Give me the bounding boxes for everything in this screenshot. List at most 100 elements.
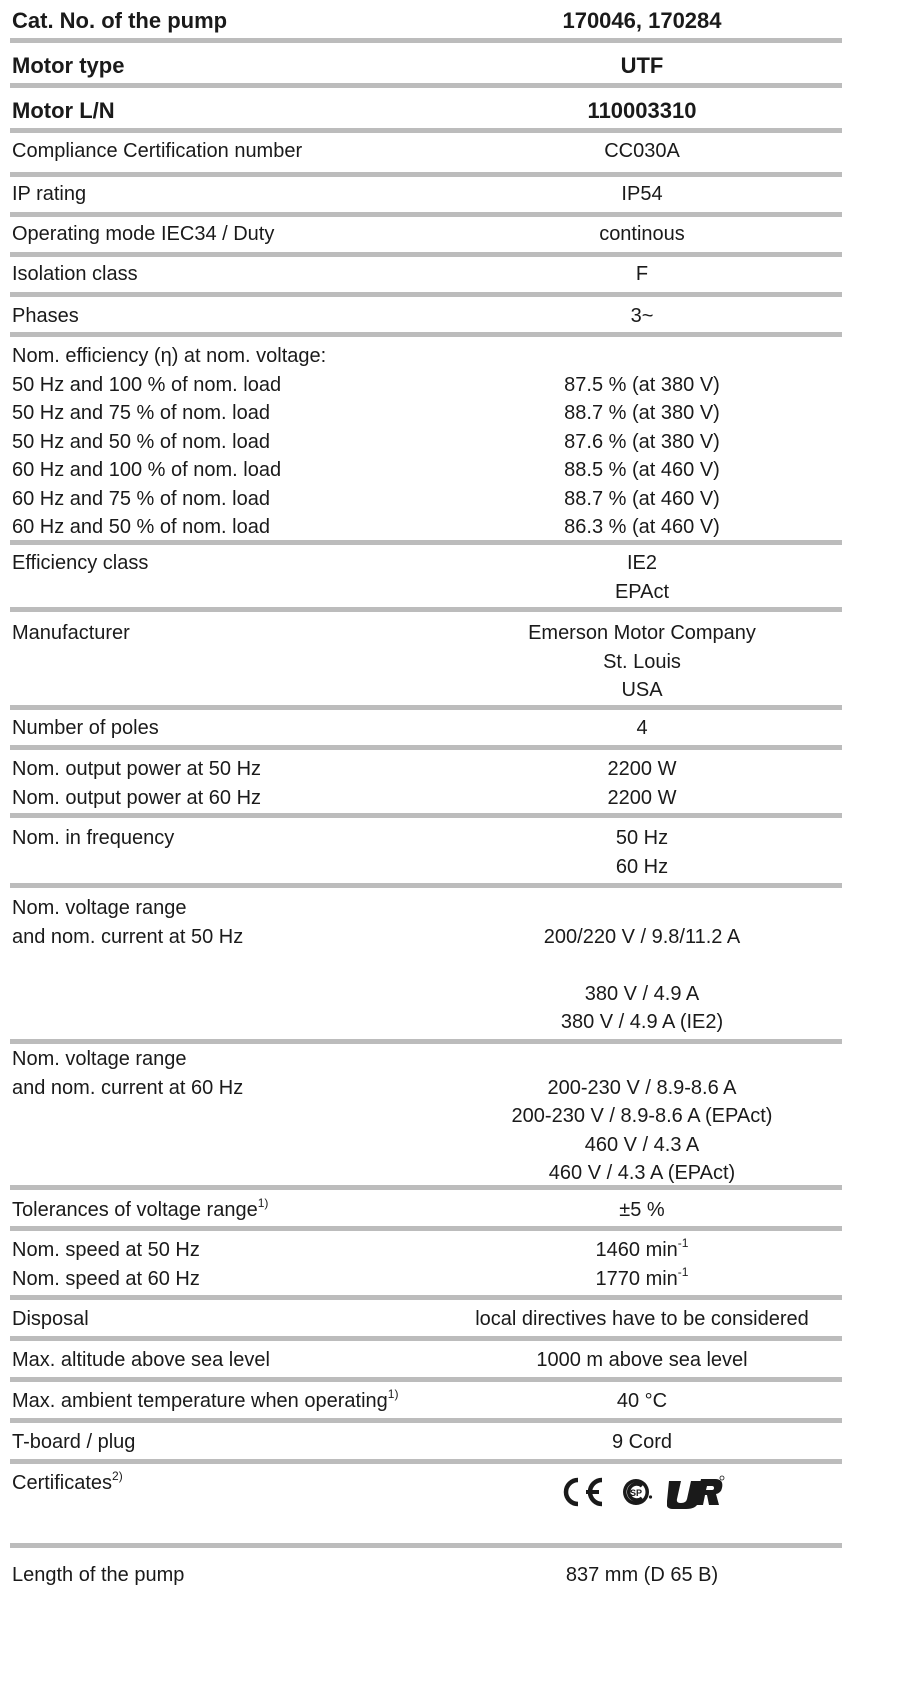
spec-label: Manufacturer bbox=[12, 619, 130, 648]
value-text: 3~ bbox=[630, 305, 654, 327]
spec-value-line: 50 Hz bbox=[442, 824, 842, 853]
spec-label: Efficiency class bbox=[12, 549, 148, 578]
value-text: 9 Cord bbox=[611, 1431, 673, 1453]
spec-label-line: Phases bbox=[12, 302, 79, 331]
spec-label-line: Tolerances of voltage range1) bbox=[12, 1196, 268, 1225]
row-divider bbox=[10, 172, 842, 177]
label-text: Efficiency class bbox=[12, 552, 149, 574]
spec-value-line: 110003310 bbox=[442, 96, 842, 126]
value-text: 50 Hz bbox=[615, 827, 669, 849]
label-text: Operating mode IEC34 / Duty bbox=[12, 223, 275, 245]
spec-label-line: Efficiency class bbox=[12, 549, 148, 578]
label-text: Number of poles bbox=[12, 717, 159, 739]
value-text: 460 V / 4.3 A (EPAct) bbox=[548, 1162, 736, 1184]
spec-label-line: IP rating bbox=[12, 180, 86, 209]
row-divider bbox=[10, 292, 842, 297]
spec-label-line: 50 Hz and 50 % of nom. load bbox=[12, 428, 326, 457]
spec-value-line bbox=[442, 1045, 842, 1074]
spec-label: Motor type bbox=[12, 51, 124, 81]
value-text: 1770 min bbox=[595, 1267, 678, 1290]
spec-value-line: 460 V / 4.3 A (EPAct) bbox=[442, 1159, 842, 1188]
spec-label: Max. altitude above sea level bbox=[12, 1346, 270, 1375]
spec-value-line: 2200 W bbox=[442, 755, 842, 784]
spec-label-line: Max. altitude above sea level bbox=[12, 1346, 270, 1375]
row-divider bbox=[10, 212, 842, 217]
label-text: Tolerances of voltage range bbox=[12, 1199, 258, 1221]
spec-value-line: 380 V / 4.9 A (IE2) bbox=[442, 1008, 842, 1037]
spec-label-line: Compliance Certification number bbox=[12, 137, 302, 166]
row-divider bbox=[10, 607, 842, 612]
spec-value-line: 200-230 V / 8.9-8.6 A (EPAct) bbox=[442, 1102, 842, 1131]
spec-value-line: 170046, 170284 bbox=[442, 6, 842, 36]
spec-label: Operating mode IEC34 / Duty bbox=[12, 220, 274, 249]
spec-label: Phases bbox=[12, 302, 79, 331]
label-text: T-board / plug bbox=[12, 1431, 136, 1453]
label-text: 60 Hz and 100 % of nom. load bbox=[12, 459, 282, 481]
row-divider bbox=[10, 1459, 842, 1464]
spec-value-line bbox=[442, 342, 842, 371]
label-text: Compliance Certification number bbox=[12, 140, 303, 162]
spec-label: Compliance Certification number bbox=[12, 137, 302, 166]
spec-label: Nom. in frequency bbox=[12, 824, 174, 853]
spec-value: Emerson Motor Company St. Louis USA bbox=[442, 619, 842, 705]
spec-value-line: CC030A bbox=[442, 137, 842, 166]
spec-label: Motor L/N bbox=[12, 96, 115, 126]
row-divider bbox=[10, 1336, 842, 1341]
spec-label-line: Nom. output power at 60 Hz bbox=[12, 784, 261, 813]
spec-value-line: 2200 W bbox=[442, 784, 842, 813]
spec-value-line: 380 V / 4.9 A bbox=[442, 980, 842, 1009]
label-text: Nom. output power at 60 Hz bbox=[12, 786, 262, 809]
row-divider bbox=[10, 1295, 842, 1300]
label-text: Cat. No. of the pump bbox=[12, 8, 228, 33]
spec-value: 3~ bbox=[442, 302, 842, 331]
spec-label: IP rating bbox=[12, 180, 86, 209]
spec-label-line: Nom. voltage range bbox=[12, 894, 243, 923]
value-text: EPAct bbox=[614, 580, 670, 603]
spec-value-line: continous bbox=[442, 220, 842, 249]
spec-label: Cat. No. of the pump bbox=[12, 6, 227, 36]
row-divider bbox=[10, 332, 842, 337]
value-text: 88.7 % (at 380 V) bbox=[564, 402, 720, 424]
value-text: 200-230 V / 8.9-8.6 A (EPAct) bbox=[511, 1105, 773, 1127]
spec-label-line: 60 Hz and 75 % of nom. load bbox=[12, 485, 326, 514]
value-text: 87.5 % (at 380 V) bbox=[564, 373, 720, 396]
spec-value-line: 88.7 % (at 460 V) bbox=[442, 485, 842, 514]
value-text: 170046, 170284 bbox=[562, 8, 722, 33]
spec-label: Max. ambient temperature when operating1… bbox=[12, 1387, 398, 1416]
label-text: Nom. efficiency (η) at nom. voltage: bbox=[12, 345, 327, 367]
value-text: F bbox=[635, 263, 649, 285]
spec-value: 2200 W 2200 W bbox=[442, 755, 842, 812]
label-text: Nom. speed at 50 Hz bbox=[12, 1239, 200, 1261]
spec-value-line bbox=[442, 894, 842, 923]
spec-label-line: Motor type bbox=[12, 51, 124, 81]
spec-value: 4 bbox=[442, 714, 842, 743]
spec-label-line: Max. ambient temperature when operating1… bbox=[12, 1387, 398, 1416]
spec-value-line: IP54 bbox=[442, 180, 842, 209]
spec-label: Disposal bbox=[12, 1305, 89, 1334]
spec-label: Length of the pump bbox=[12, 1561, 184, 1590]
value-text: USA bbox=[621, 679, 663, 701]
spec-value: IE2 EPAct bbox=[442, 549, 842, 606]
row-divider bbox=[10, 1226, 842, 1231]
footnote-marker: 1) bbox=[257, 1196, 269, 1211]
spec-label-line: Operating mode IEC34 / Duty bbox=[12, 220, 274, 249]
unit-exponent: -1 bbox=[677, 1264, 689, 1279]
spec-value: 1000 m above sea level bbox=[442, 1346, 842, 1375]
value-text: 380 V / 4.9 A (IE2) bbox=[560, 1011, 724, 1033]
value-text: local directives have to be considered bbox=[475, 1308, 809, 1330]
value-text: St. Louis bbox=[603, 650, 681, 673]
label-text: and nom. current at 60 Hz bbox=[12, 1076, 244, 1099]
label-text: 50 Hz and 75 % of nom. load bbox=[12, 402, 270, 424]
spec-label-line: Disposal bbox=[12, 1305, 89, 1334]
spec-value-line: local directives have to be considered bbox=[442, 1305, 842, 1334]
footnote-marker: 1) bbox=[387, 1387, 399, 1402]
spec-value-line: 200/220 V / 9.8/11.2 A bbox=[442, 923, 842, 952]
label-text: Motor type bbox=[12, 53, 125, 78]
svg-text:SP: SP bbox=[630, 1488, 642, 1498]
value-text: CC030A bbox=[604, 140, 680, 162]
spec-value-line: IE2 bbox=[442, 549, 842, 578]
footnote-marker: 2) bbox=[112, 1469, 123, 1484]
spec-label-line: Nom. output power at 50 Hz bbox=[12, 755, 261, 784]
value-text: ±5 % bbox=[619, 1199, 665, 1221]
value-text: 88.7 % (at 460 V) bbox=[564, 487, 720, 510]
